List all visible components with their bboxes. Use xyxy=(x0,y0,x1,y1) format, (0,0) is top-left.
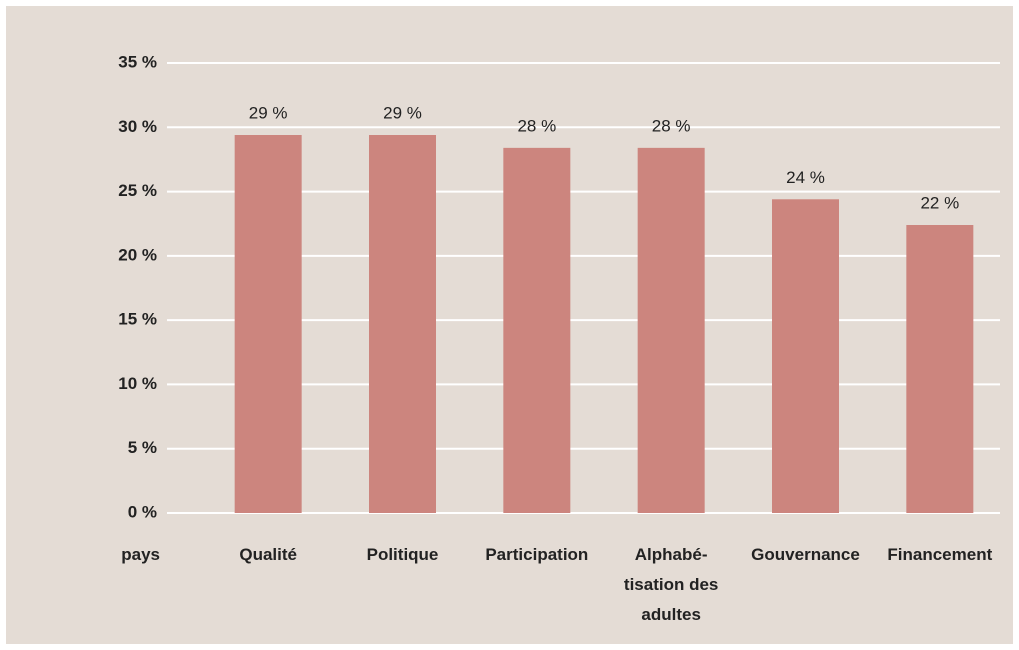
x-tick-label: Politique xyxy=(366,545,439,564)
y-tick-label: 20 % xyxy=(118,245,157,264)
y-tick-label: 35 % xyxy=(118,52,157,71)
value-label: 22 % xyxy=(920,193,959,212)
bar xyxy=(637,147,705,513)
x-tick-label: Financement xyxy=(887,545,993,564)
y-tick-label: 0 % xyxy=(128,502,157,521)
bar xyxy=(503,147,571,513)
x-axis-label: pays xyxy=(121,545,160,564)
value-label: 28 % xyxy=(652,116,691,135)
y-tick-label: 10 % xyxy=(118,374,157,393)
y-tick-label: 15 % xyxy=(118,310,157,329)
bar xyxy=(906,225,974,513)
x-tick-label: Qualité xyxy=(239,545,297,564)
y-tick-label: 5 % xyxy=(128,438,157,457)
x-tick-label: Participation xyxy=(485,545,589,564)
y-tick-label: 30 % xyxy=(118,117,157,136)
x-tick-label: Alphabé- tisation des adultes xyxy=(623,545,719,624)
bar xyxy=(369,135,436,513)
bar xyxy=(772,199,839,514)
bar xyxy=(234,135,302,513)
value-label: 24 % xyxy=(786,168,825,187)
value-label: 29 % xyxy=(249,103,288,122)
y-tick-label: 25 % xyxy=(118,181,157,200)
x-tick-label: Gouvernance xyxy=(751,545,860,564)
value-label: 29 % xyxy=(383,103,422,122)
value-label: 28 % xyxy=(517,116,556,135)
